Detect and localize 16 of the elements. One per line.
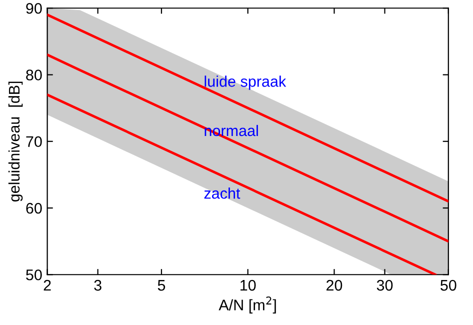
x-tick-label: 10 — [240, 280, 256, 291]
x-tick-label: 3 — [94, 280, 102, 291]
y-tick-label: 60 — [26, 202, 42, 214]
x-tick-label: 30 — [376, 280, 393, 291]
y-tick-label: 90 — [26, 2, 42, 14]
y-axis-title: geluidniveau [dB] — [8, 82, 23, 202]
y-tick-label: 80 — [26, 70, 42, 80]
x-axis-title: A/N [m$^{2}$] — [218, 296, 276, 314]
x-tick-label: 2 — [44, 280, 51, 291]
y-tick-label: 70 — [26, 136, 42, 148]
y-tick-label: 50 — [26, 269, 42, 280]
series-label: zacht — [204, 188, 240, 199]
series-label: luide spraak — [204, 76, 286, 90]
x-tick-label: 5 — [158, 280, 166, 291]
x-tick-label: 50 — [440, 280, 456, 291]
x-tick-label: 20 — [326, 280, 342, 291]
